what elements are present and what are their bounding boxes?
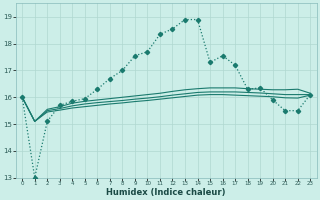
X-axis label: Humidex (Indice chaleur): Humidex (Indice chaleur) [107,188,226,197]
